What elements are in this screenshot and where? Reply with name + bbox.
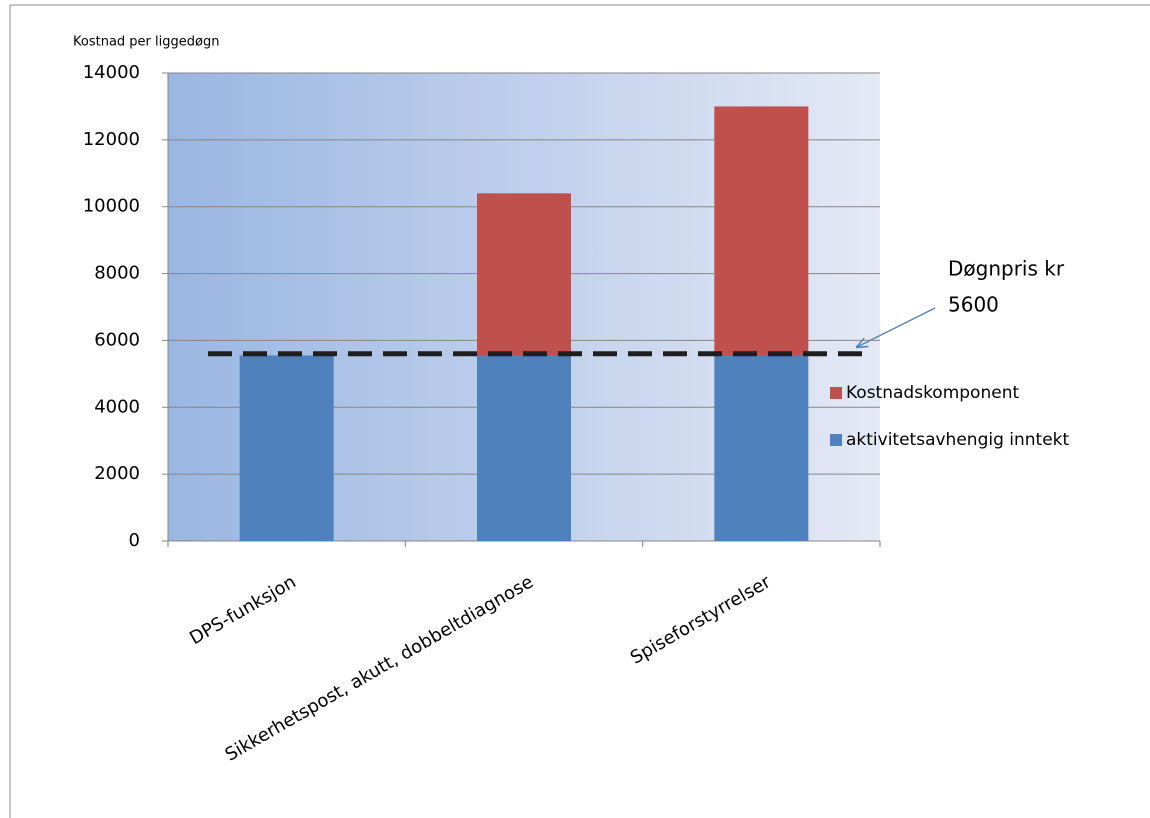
bar-segment — [477, 355, 571, 541]
y-tick-label: 8000 — [94, 263, 140, 284]
legend-swatch — [830, 387, 842, 399]
y-tick-label: 2000 — [94, 463, 140, 484]
legend-swatch — [830, 434, 842, 446]
x-tick-label: DPS-funksjon — [186, 571, 300, 649]
annotation-text: Døgnpris kr — [948, 257, 1065, 281]
legend-label: Kostnadskomponent — [846, 383, 1019, 403]
y-tick-label: 0 — [129, 530, 140, 551]
bar-segment — [714, 106, 809, 356]
y-tick-label: 10000 — [83, 196, 140, 217]
y-axis-title: Kostnad per liggedøgn — [73, 35, 219, 50]
bar-segment — [239, 355, 334, 541]
bar-segment — [477, 193, 571, 356]
y-tick-label: 4000 — [94, 396, 140, 417]
legend-label: aktivitetsavhengig inntekt — [846, 430, 1070, 450]
y-tick-label: 12000 — [83, 129, 140, 150]
annotation-text: 5600 — [948, 293, 999, 317]
y-tick-label: 14000 — [83, 62, 140, 83]
y-tick-label: 6000 — [94, 329, 140, 350]
bar-segment — [714, 355, 809, 541]
x-tick-label: Spiseforstyrrelser — [627, 571, 775, 669]
